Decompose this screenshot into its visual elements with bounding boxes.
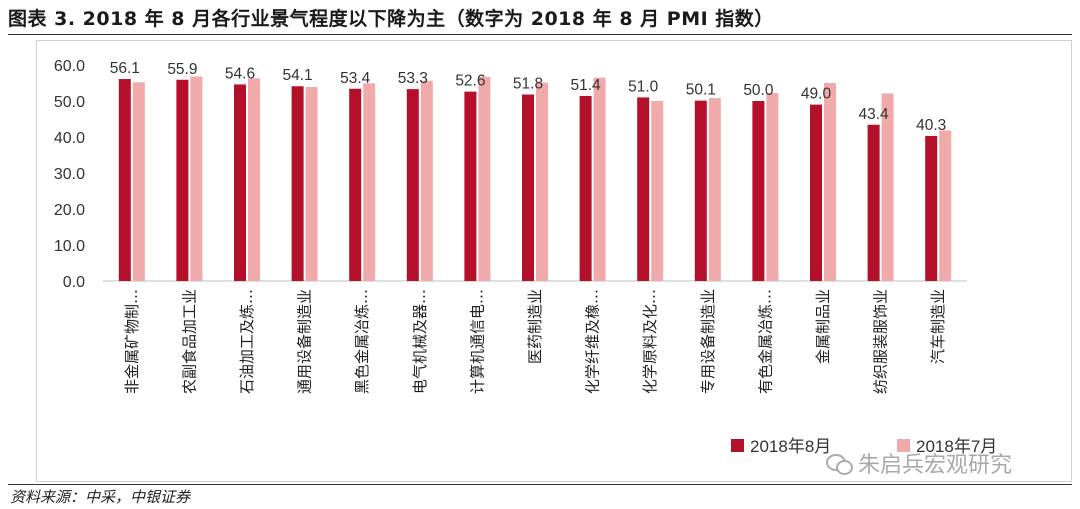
bar-aug <box>234 84 246 281</box>
bar-chart: 0.0 10.0 20.0 30.0 40.0 50.0 60.0 56.1 55.9 54.6… <box>54 58 997 456</box>
data-label: 54.6 <box>225 65 255 82</box>
bar-aug <box>637 97 650 282</box>
legend-label: 2018年7月 <box>916 437 997 456</box>
bar-jul <box>651 101 664 281</box>
bar-aug <box>579 95 592 282</box>
category-label: 专用设备制造业 <box>699 289 717 394</box>
data-label: 51.4 <box>571 77 602 94</box>
bar-aug <box>176 79 189 281</box>
bar-jul <box>132 82 145 281</box>
category-label: 计算机通信电… <box>468 289 486 394</box>
bar-jul <box>939 130 952 281</box>
bar-aug <box>118 79 131 281</box>
bar-aug <box>810 104 822 281</box>
data-label: 43.4 <box>859 106 890 123</box>
data-label: 51.0 <box>628 78 659 95</box>
category-label: 汽车制造业 <box>929 289 947 364</box>
data-label: 50.0 <box>743 82 774 99</box>
y-tick-label: 30.0 <box>54 166 85 183</box>
bar-jul <box>824 83 836 281</box>
footer-divider <box>8 484 1072 485</box>
bar-jul <box>363 83 376 281</box>
legend-label: 2018年8月 <box>750 437 831 456</box>
bar-aug <box>349 88 362 281</box>
bar-aug <box>694 100 707 281</box>
bar-jul <box>478 76 491 281</box>
data-label: 53.4 <box>340 70 371 87</box>
y-tick-label: 10.0 <box>54 238 85 255</box>
bar-aug <box>925 135 938 281</box>
watermark: 朱启兵宏观研究 <box>826 447 1012 479</box>
y-tick-label: 60.0 <box>54 58 85 75</box>
bar-aug <box>522 94 534 281</box>
y-tick-label: 20.0 <box>54 202 85 219</box>
y-tick-label: 50.0 <box>54 94 85 111</box>
category-label: 金属制品业 <box>814 289 832 364</box>
bar-aug <box>291 86 304 281</box>
chart-area: 0.0 10.0 20.0 30.0 40.0 50.0 60.0 56.1 55.9 54.6… <box>36 40 1072 482</box>
category-label: 非金属矿物制… <box>123 289 141 394</box>
data-label: 40.3 <box>916 117 946 134</box>
data-label: 50.1 <box>686 82 716 99</box>
y-tick-label: 40.0 <box>54 130 85 147</box>
bar-jul <box>766 93 779 281</box>
bar-jul <box>248 78 260 281</box>
bar-jul <box>190 76 203 281</box>
category-label: 黑色金属冶炼… <box>353 289 371 394</box>
category-label: 有色金属冶炼… <box>756 289 774 394</box>
data-label: 52.6 <box>455 73 485 90</box>
title-divider <box>8 34 1072 35</box>
bar-jul <box>708 98 721 281</box>
category-label: 化学原料及化… <box>641 289 659 394</box>
category-label: 化学纤维及橡… <box>584 289 602 394</box>
category-label: 通用设备制造业 <box>296 289 314 394</box>
bar-aug <box>867 124 880 281</box>
data-labels: 56.1 55.9 54.6 54.1 53.4 53.3 52.6 51.8 51.4 51.0… <box>110 60 947 134</box>
chart-title: 图表 3. 2018 年 8 月各行业景气程度以下降为主（数字为 2018 年 … <box>8 8 774 30</box>
data-label: 56.1 <box>110 60 140 77</box>
legend-swatch <box>897 439 910 452</box>
category-labels: 非金属矿物制… 农副食品加工业 石油加工及炼… 通用设备制造业 黑色金属冶炼… 电气机械及… <box>123 289 947 394</box>
bar-aug <box>406 89 419 281</box>
source-note: 资料来源：中采，中银证券 <box>10 488 191 506</box>
data-label: 49.0 <box>801 86 832 103</box>
legend: 2018年8月 2018年7月 <box>731 437 997 456</box>
bar-jul <box>536 82 548 281</box>
data-label: 55.9 <box>167 61 197 78</box>
category-label: 石油加工及炼… <box>238 289 256 394</box>
category-label: 农副食品加工业 <box>180 289 198 394</box>
bar-aug <box>752 101 765 281</box>
data-label: 51.8 <box>513 76 543 93</box>
y-axis: 0.0 10.0 20.0 30.0 40.0 50.0 60.0 <box>54 58 967 291</box>
legend-swatch <box>731 439 744 452</box>
bar-group <box>118 76 952 282</box>
bar-aug <box>464 91 477 281</box>
bar-jul <box>881 93 894 281</box>
category-label: 医药制造业 <box>526 289 544 364</box>
bar-jul <box>420 80 433 281</box>
wechat-icon <box>826 452 853 475</box>
y-tick-label: 0.0 <box>63 274 85 291</box>
bar-jul <box>593 77 606 281</box>
watermark-text: 朱启兵宏观研究 <box>858 453 1013 478</box>
category-label: 纺织服装服饰业 <box>872 289 890 394</box>
data-label: 54.1 <box>283 67 313 84</box>
data-label: 53.3 <box>398 70 428 87</box>
category-label: 电气机械及器… <box>411 289 429 394</box>
bar-jul <box>305 86 318 282</box>
